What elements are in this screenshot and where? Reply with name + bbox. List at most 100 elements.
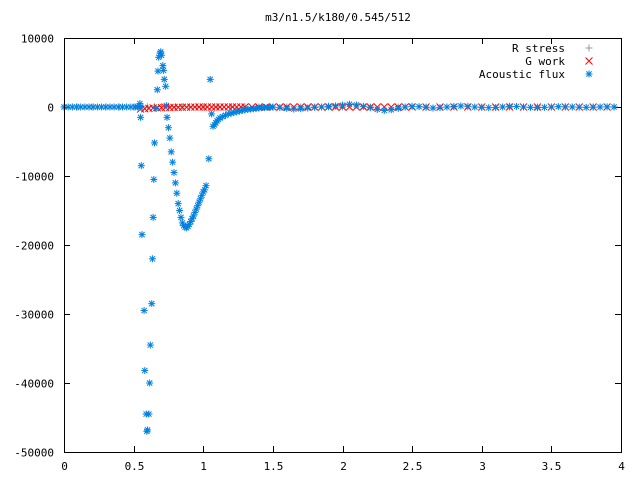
legend-marker [585,70,593,78]
data-point [152,104,160,112]
data-point [304,104,312,112]
data-point [162,102,170,110]
data-point [401,103,409,111]
data-point [160,66,168,74]
data-point [149,213,157,221]
data-point [603,103,611,111]
data-point [177,213,185,221]
data-point [387,106,395,114]
x-tick-label: 4 [618,460,625,473]
data-point [366,104,374,112]
data-point [533,104,541,112]
data-point [157,51,165,59]
legend-marker [585,57,593,65]
data-point [561,103,569,111]
data-point [457,102,465,110]
data-point [478,103,486,111]
y-tick-label: -30000 [14,309,54,322]
y-tick-label: -40000 [14,378,54,391]
data-point [169,158,177,166]
data-point [163,113,171,121]
data-point [145,410,153,418]
data-point [171,179,179,187]
y-tick-label: 10000 [21,33,54,46]
plot-frame [64,38,622,453]
data-point [596,103,604,111]
data-point [164,124,172,132]
x-tick-label: 0.5 [125,460,145,473]
data-point [205,155,213,163]
data-point [202,182,210,190]
data-point [332,102,340,110]
x-tick-label: 1.5 [264,460,284,473]
data-point [166,134,174,142]
data-point [450,102,458,110]
axes: 0 0.5 1 1.5 2 2.5 3 3.5 4 10000 0 -10000 -20000 -3000… [14,33,625,474]
chart-title: m3/n1.5/k180/0.545/512 [265,11,411,24]
data-point [554,103,562,111]
x-tick-label: 2 [340,460,347,473]
data-point [297,105,305,113]
data-point [159,62,167,70]
data-point [352,101,360,109]
data-point [283,104,291,112]
data-point [318,103,326,111]
data-point [513,102,521,110]
x-tick-label: 1 [200,460,207,473]
data-point [206,75,214,83]
data-point [436,104,444,112]
data-point [153,86,161,94]
data-point [140,307,148,315]
data-point [499,103,507,111]
data-point [408,102,416,110]
data-point [137,113,145,121]
plot-area [60,48,618,435]
data-point [176,207,184,214]
data-point [492,104,500,112]
legend-marker [585,44,593,52]
data-point [141,367,149,375]
data-point [394,104,402,112]
series-acoustic-flux [60,48,618,435]
data-point [345,100,353,108]
data-point [150,175,158,183]
data-point [540,103,548,111]
y-tick-label: -10000 [14,171,54,184]
data-point [506,102,514,110]
x-tick-label: 3.5 [542,460,562,473]
legend-label: Acoustic flux [479,68,565,81]
data-point [170,169,178,177]
data-point [485,104,493,112]
data-point [148,300,156,308]
x-tick-label: 0 [61,460,68,473]
data-point [422,103,430,111]
data-point [151,139,159,147]
data-point [526,103,534,111]
x-tick-label: 2.5 [403,460,423,473]
legend-label: R stress [512,42,565,55]
data-point [582,103,590,111]
data-point [173,189,181,197]
data-point [220,103,228,111]
data-point [464,102,472,110]
data-point [443,103,451,111]
legend-label: G work [525,55,565,68]
data-point [520,103,528,111]
data-point [174,200,182,208]
data-point [269,103,277,111]
data-point [167,148,175,156]
data-point [146,379,154,387]
data-point [547,103,555,111]
data-point [380,106,388,114]
data-point [575,103,583,111]
y-tick-label: -20000 [14,240,54,253]
data-point [311,103,319,111]
y-tick-label: -50000 [14,447,54,460]
data-point [429,104,437,112]
data-point [146,341,154,349]
data-point [589,103,597,111]
data-point [290,105,298,113]
data-point [276,104,284,112]
data-point [373,105,381,113]
